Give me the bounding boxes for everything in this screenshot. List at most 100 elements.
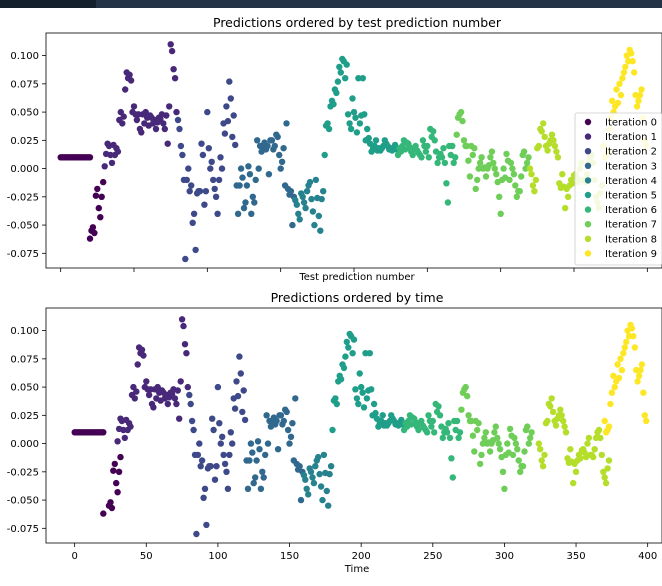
data-point [446,434,454,442]
data-point [166,103,173,110]
chart-panel-top: Predictions ordered by test prediction n… [7,15,662,283]
data-point [224,485,232,492]
data-point [634,378,641,385]
series-0 [71,429,124,517]
data-point [443,180,450,187]
data-point [199,151,207,159]
x-tick-label: 100 [208,551,227,562]
data-point [229,440,236,447]
data-point [309,474,316,481]
data-point [248,210,255,217]
data-point [365,134,372,142]
data-point [234,210,242,217]
data-point [469,151,476,159]
data-point [198,140,205,147]
data-point [188,417,196,425]
data-point [303,485,310,492]
data-point [501,485,508,492]
data-point [349,95,356,102]
data-point [196,188,204,195]
data-point [605,457,613,464]
data-point [572,468,580,475]
data-point [171,395,179,402]
data-point [540,120,547,127]
y-tick-label: -0.075 [7,249,39,260]
data-point [292,395,299,402]
data-point [429,417,436,425]
data-point [177,378,184,385]
x-tick-label: 200 [352,551,371,562]
data-point [231,405,239,412]
data-point [265,171,273,178]
data-point [370,400,378,408]
data-point [205,145,212,152]
data-point [363,395,371,402]
data-point [253,457,260,464]
data-point [280,417,287,425]
data-point [120,113,127,120]
data-point [439,434,446,442]
data-point [115,468,123,475]
data-point [135,111,142,118]
data-point [318,195,325,203]
window-tab[interactable] [0,0,96,8]
data-point [208,158,215,165]
series-0 [57,154,107,242]
series-1 [101,41,180,170]
data-point [295,210,302,217]
chart-title: Predictions ordered by test prediction n… [213,15,502,30]
data-point [419,137,427,144]
data-point [207,165,214,172]
legend-marker [584,221,592,228]
data-point [86,235,94,242]
data-point [343,338,350,346]
data-point [154,383,161,391]
data-point [630,333,637,340]
data-point [504,440,511,447]
y-tick-label: -0.075 [7,524,39,535]
data-point [273,417,280,425]
data-point [325,125,333,133]
data-point [221,130,229,137]
data-point [121,434,128,442]
data-point [469,432,477,439]
data-point [409,151,416,159]
y-tick-label: 0.025 [10,136,39,147]
data-point [364,125,371,133]
data-point [452,154,459,161]
data-point [353,395,361,402]
data-point [509,451,517,459]
data-point [127,77,135,84]
data-point [187,400,194,408]
data-point [173,108,180,116]
data-point [244,485,252,492]
data-point [520,148,528,155]
data-point [297,496,305,504]
data-point [182,255,189,263]
data-point [615,374,623,382]
data-point [246,457,253,464]
data-point [92,192,100,199]
series-3 [243,395,306,504]
data-point [465,157,472,164]
data-point [506,425,514,433]
data-point [138,129,145,136]
data-point [188,182,195,189]
data-point [548,395,555,402]
data-point [614,361,621,368]
data-point [423,429,431,436]
data-point [179,151,186,159]
data-point [486,448,494,455]
data-point [89,224,97,231]
data-point [491,429,498,436]
data-point [239,408,246,416]
y-tick-label: 0.025 [10,411,39,422]
data-point [214,210,221,217]
data-point [435,403,442,410]
data-point [515,457,522,464]
legend: Iteration 0 Iteration 1 Iteration 2 Iterati… [574,112,662,266]
data-point [471,448,478,455]
y-tick-label: -0.025 [7,467,39,478]
legend-marker [584,177,592,184]
data-point [183,350,190,357]
